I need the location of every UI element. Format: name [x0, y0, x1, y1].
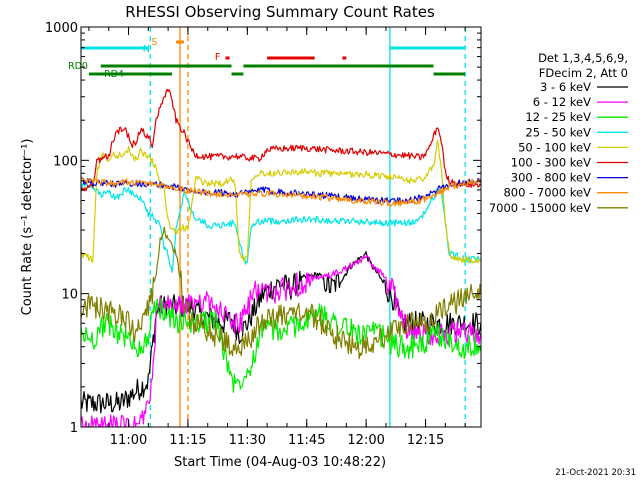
legend-entry-label: 50 - 100 keV: [518, 140, 591, 154]
y-axis-title: Count Rate (s⁻¹ detector⁻¹): [20, 139, 35, 316]
series-line-3-6-kev: [81, 251, 481, 414]
status-bar-label: RD4: [104, 69, 124, 80]
chart-title: RHESSI Observing Summary Count Rates: [125, 3, 435, 21]
legend-entry-label: 6 - 12 keV: [533, 95, 591, 109]
y-tick-label: 1000: [45, 21, 78, 36]
status-bar-label: S: [151, 37, 157, 48]
x-tick-label: 11:00: [110, 433, 147, 448]
plot-frame: [80, 26, 482, 428]
series-line-50-100-kev: [81, 139, 481, 264]
status-bar-label: F: [215, 52, 220, 63]
legend-header: Det 1,3,4,5,6,9,: [538, 51, 628, 65]
legend-entry-label: 300 - 800 keV: [511, 171, 591, 185]
legend-entry-label: 100 - 300 keV: [511, 156, 591, 170]
y-tick-label: 10: [61, 288, 78, 303]
status-bar-label: RD0: [68, 61, 88, 72]
data-series: [81, 88, 481, 427]
y-tick-label: 1: [70, 421, 78, 436]
series-line-7000-15000-kev: [81, 226, 481, 360]
axes: 11:00 11:15 11:30 11:45 12:00 12:15 1 10 100 1000: [45, 21, 481, 448]
series-line-6-12-kev: [81, 254, 481, 427]
legend-header: FDecim 2, Att 0: [539, 66, 628, 80]
legend-entry-label: 7000 - 15000 keV: [489, 201, 591, 215]
x-axis-title: Start Time (04-Aug-03 10:48:22): [174, 455, 386, 470]
status-bar-label: N: [143, 44, 150, 55]
timestamp: 21-Oct-2021 20:31: [555, 468, 636, 478]
x-tick-label: 11:30: [229, 433, 266, 448]
x-tick-label: 12:15: [407, 433, 444, 448]
legend-entry-label: 800 - 7000 keV: [503, 186, 591, 200]
vertical-markers: [149, 27, 466, 427]
legend: Det 1,3,4,5,6,9,FDecim 2, Att 03 - 6 keV…: [489, 51, 628, 215]
x-tick-label: 11:15: [169, 433, 206, 448]
series-line-25-50-kev: [81, 182, 481, 273]
status-bars: NS F RD0 RD4: [68, 37, 466, 80]
series-line-800-7000-kev: [81, 175, 481, 207]
legend-entry-label: 25 - 50 keV: [525, 125, 591, 139]
legend-entry-label: 12 - 25 keV: [525, 110, 591, 124]
series-line-12-25-kev: [81, 297, 481, 393]
x-tick-label: 11:45: [288, 433, 325, 448]
y-tick-label: 100: [53, 154, 78, 169]
series-line-100-300-kev: [81, 88, 481, 192]
series-line-300-800-kev: [81, 177, 481, 205]
x-tick-label: 12:00: [347, 433, 384, 448]
legend-entry-label: 3 - 6 keV: [540, 80, 591, 94]
